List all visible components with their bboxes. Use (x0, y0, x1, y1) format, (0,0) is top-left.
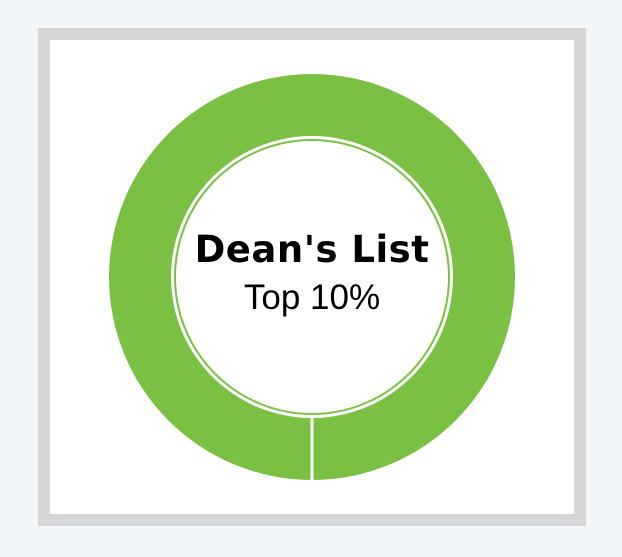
badge-label: Dean's List Top 10% (162, 226, 462, 318)
badge-subtitle: Top 10% (243, 278, 381, 317)
badge-title: Dean's List (194, 228, 430, 271)
badge-inner-outline (174, 139, 450, 415)
badge-inner-gap (171, 136, 453, 418)
